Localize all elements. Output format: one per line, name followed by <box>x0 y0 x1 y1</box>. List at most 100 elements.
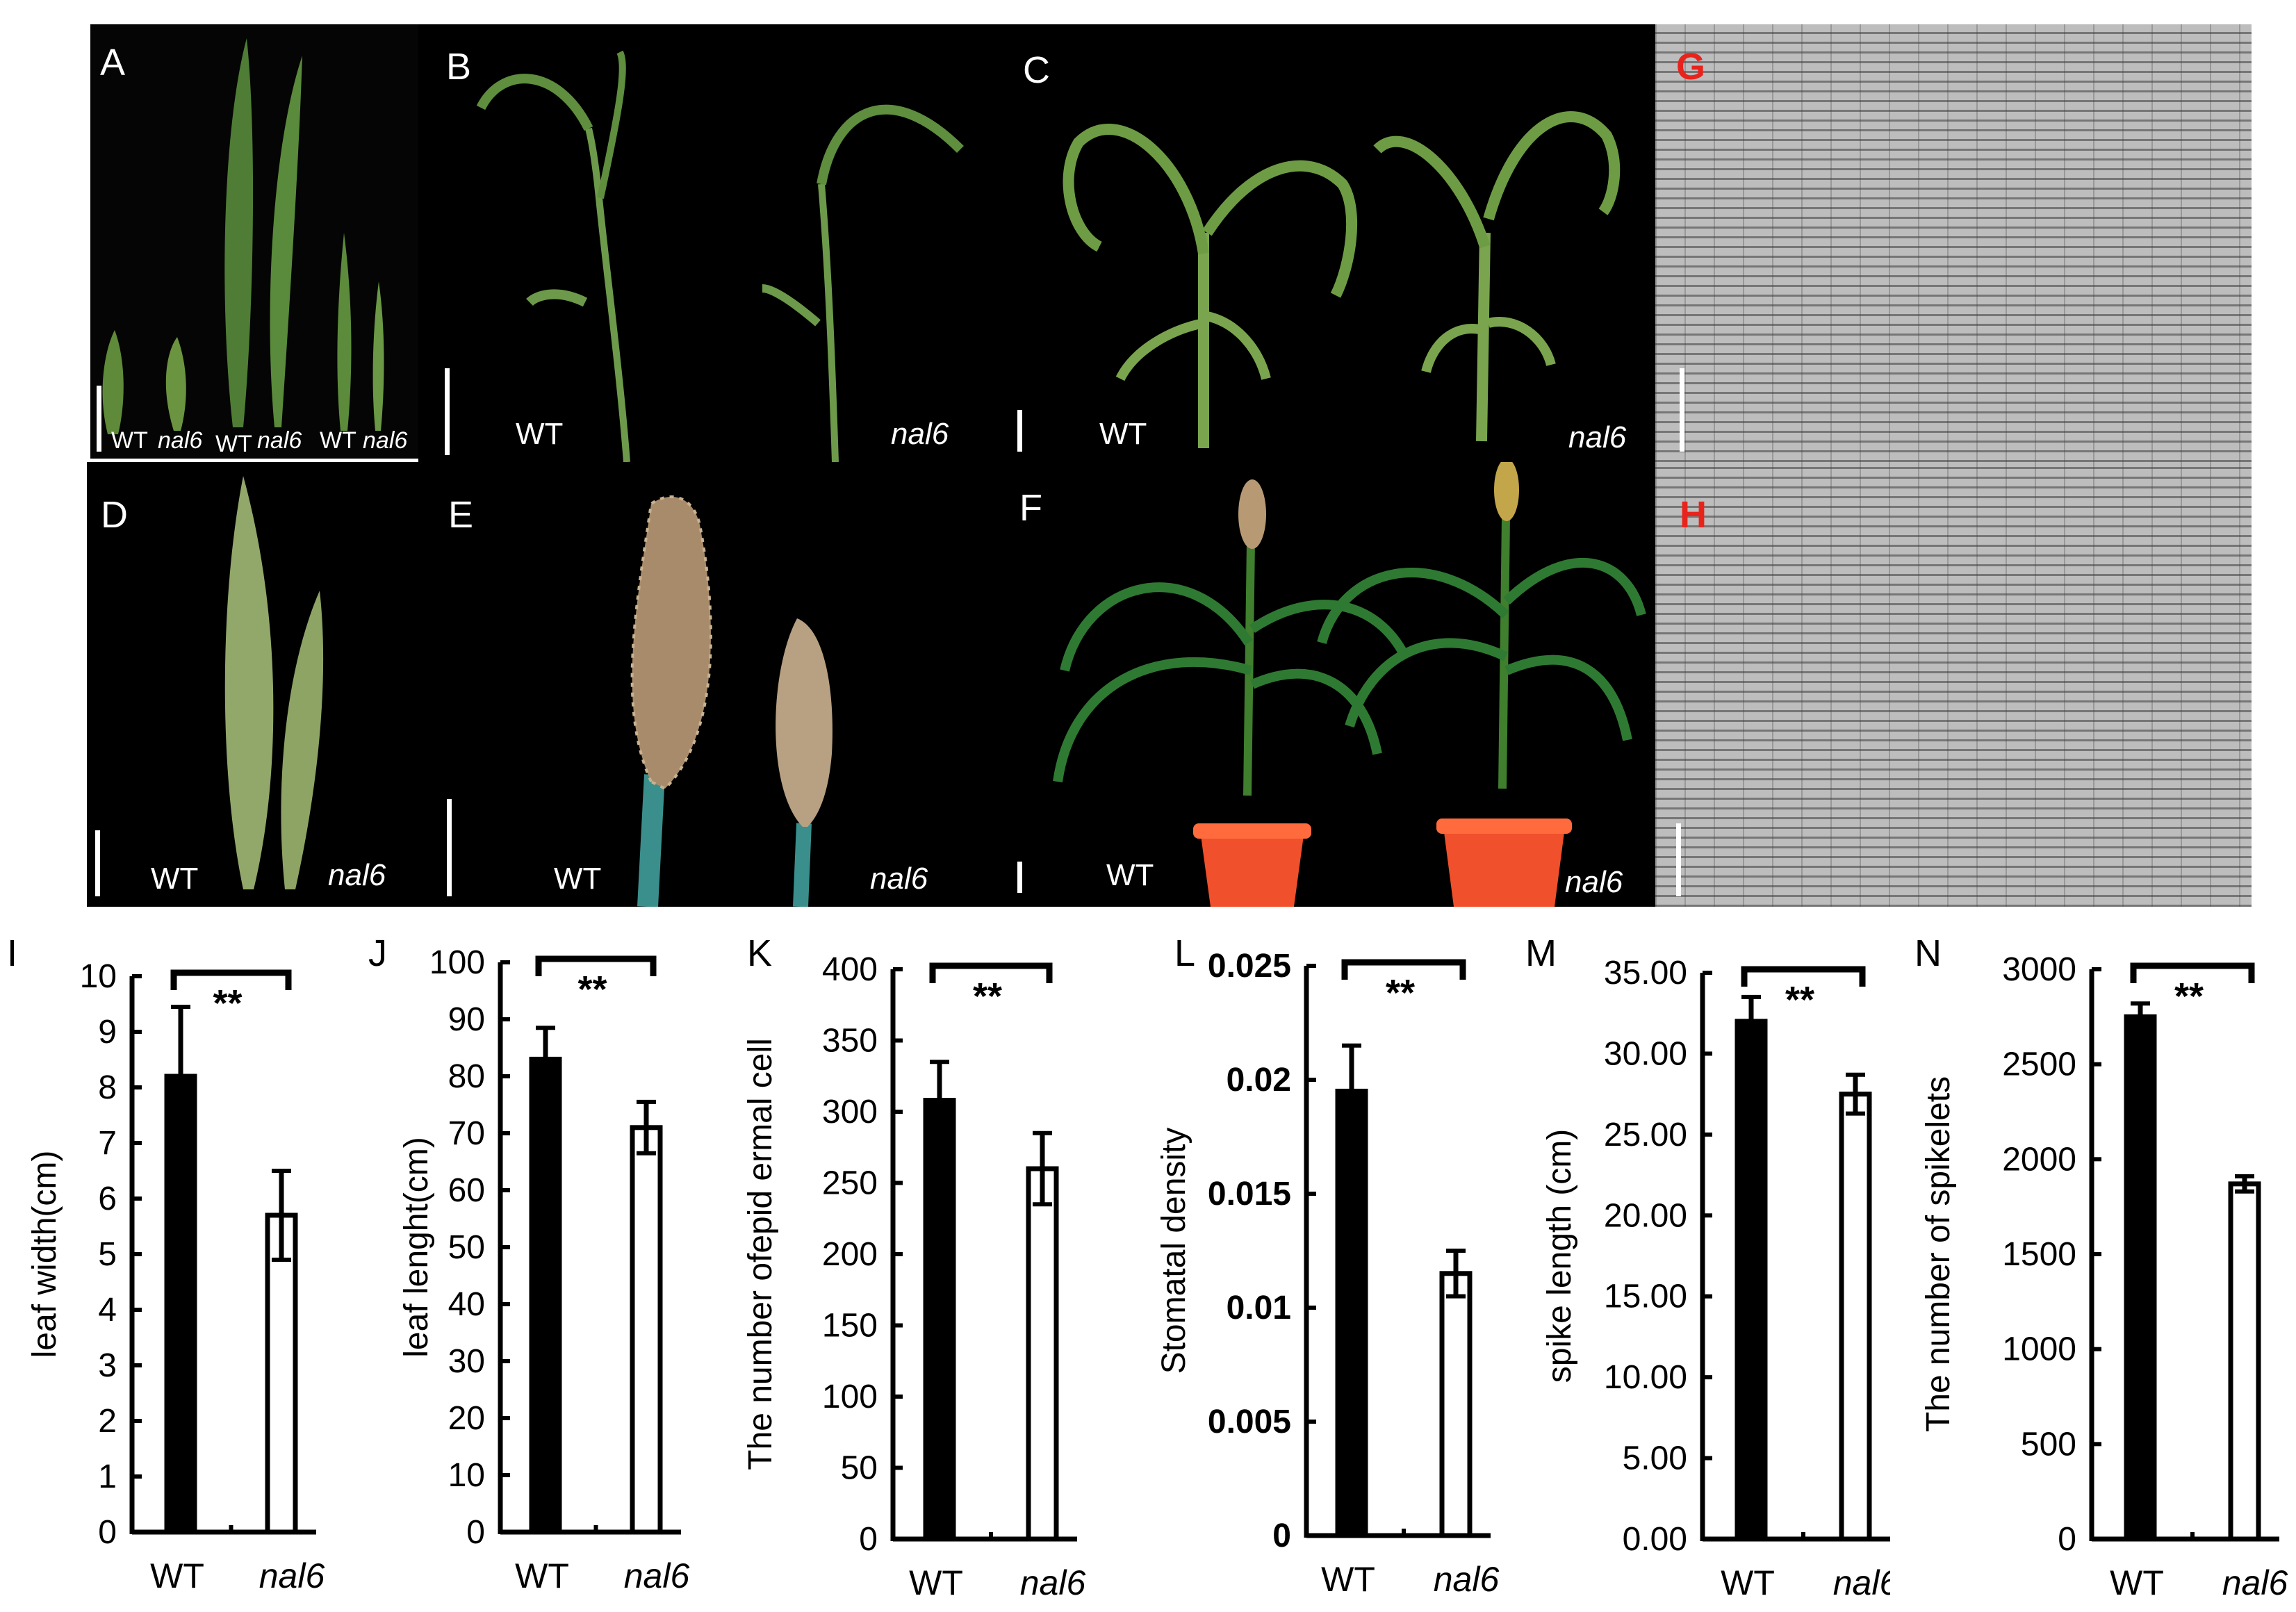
panel-d-caption-nal6: nal6 <box>328 858 386 892</box>
chart-l-ytick-label: 0.01 <box>1227 1290 1291 1326</box>
chart-n-ytick-label: 2500 <box>2002 1046 2076 1083</box>
chart-i-bar-nal6 <box>265 1212 298 1535</box>
panel-c-caption-nal6: nal6 <box>1568 420 1627 454</box>
chart-l-significance-label: ** <box>1386 972 1415 1014</box>
chart-m-significance-label: ** <box>1785 979 1814 1021</box>
chart-n-ytick-label: 3000 <box>2002 951 2076 988</box>
panel-e-panicles <box>630 495 833 907</box>
chart-l-bar-wt <box>1335 1088 1368 1538</box>
chart-j-category-label: nal6 <box>624 1556 690 1595</box>
chart-n-significance-bracket <box>2130 962 2255 983</box>
chart-i-category-label: nal6 <box>259 1556 325 1595</box>
chart-m-ytick-label: 15.00 <box>1604 1278 1687 1315</box>
chart-k: K 0 50 100 150 200 250 300 350 400 The number ofep… <box>742 932 1086 1602</box>
panel-e-label: E <box>448 494 474 536</box>
panel-d-leaves <box>224 476 324 889</box>
chart-k-ylabel: The number ofepid ermal cell <box>742 1038 779 1470</box>
chart-j-significance-bracket <box>535 955 657 976</box>
chart-n-ylabel: The number of spikelets <box>1920 1076 1957 1432</box>
chart-k-ytick-label: 250 <box>822 1165 878 1202</box>
chart-k-ytick-label: 400 <box>822 951 878 988</box>
chart-m-ytick-label: 20.00 <box>1604 1197 1687 1234</box>
chart-i-ytick-label: 8 <box>98 1069 117 1106</box>
chart-m-category-label: nal6 <box>1833 1563 1890 1602</box>
chart-i-bar-wt <box>164 1074 197 1535</box>
chart-k-significance-bracket <box>929 962 1053 983</box>
panel-b-caption-wt: WT <box>516 417 564 451</box>
chart-m-bar-wt <box>1735 1019 1768 1542</box>
chart-l-ytick-label: 0 <box>1272 1518 1291 1554</box>
chart-j-bar-wt <box>529 1056 562 1535</box>
panel-b-caption-nal6: nal6 <box>891 417 949 451</box>
chart-n-ytick-label: 500 <box>2021 1426 2076 1463</box>
panel-e-photo: E WT nal6 <box>422 462 1016 907</box>
panel-g-scalebar <box>1680 368 1684 452</box>
chart-j-ytick-label: 30 <box>448 1343 485 1380</box>
chart-k-bar-wt <box>923 1098 956 1542</box>
chart-i: I 0 1 2 3 4 5 6 7 8 9 10 leaf width(cm) WT nal6 ** <box>7 932 325 1595</box>
chart-n-category-label: nal6 <box>2222 1563 2288 1602</box>
panel-a-label: A <box>100 42 126 83</box>
panel-b-label: B <box>446 46 472 88</box>
panel-c-plants <box>1063 111 1621 448</box>
chart-n: N 0 500 1000 1500 2000 2500 3000 The number of s… <box>1914 932 2288 1602</box>
chart-i-ytick-label: 5 <box>98 1236 117 1273</box>
chart-n-ytick-label: 2000 <box>2002 1141 2076 1178</box>
panel-f-potted-plants <box>1053 462 1646 907</box>
chart-j-ylabel: leaf lenght(cm) <box>398 1137 435 1357</box>
chart-i-ytick-label: 0 <box>98 1514 117 1551</box>
panel-e-scalebar <box>447 799 452 896</box>
chart-m-bar-nal6 <box>1839 1092 1872 1542</box>
panel-c-label: C <box>1023 49 1050 91</box>
panel-f-caption-nal6: nal6 <box>1565 865 1623 899</box>
chart-i-ytick-label: 4 <box>98 1292 117 1329</box>
chart-l-category-label: WT <box>1321 1560 1375 1599</box>
chart-l-panel-label: L <box>1174 932 1195 974</box>
panel-b-seedlings <box>476 50 964 462</box>
chart-j-ytick-label: 70 <box>448 1115 485 1152</box>
chart-n-ytick-label: 0 <box>2058 1521 2076 1558</box>
chart-k-ytick-label: 200 <box>822 1236 878 1273</box>
panel-d-photo: D WT nal6 <box>87 462 422 907</box>
panel-a-photo: A WT nal6 WT nal6 WT nal6 <box>90 24 418 459</box>
chart-k-ytick-label: 100 <box>822 1379 878 1415</box>
panel-c-photo: C WT nal6 <box>1016 24 1655 462</box>
chart-i-ylabel: leaf width(cm) <box>26 1151 63 1358</box>
chart-i-ytick-label: 3 <box>98 1347 117 1384</box>
chart-n-significance-label: ** <box>2174 976 2204 1017</box>
chart-j-ytick-label: 10 <box>448 1457 485 1494</box>
chart-l-ytick-label: 0.02 <box>1227 1062 1291 1099</box>
chart-m-panel-label: M <box>1525 932 1557 974</box>
chart-l-bar-nal6 <box>1439 1271 1473 1538</box>
panel-a-scalebar <box>97 386 101 452</box>
chart-m-ytick-label: 30.00 <box>1604 1035 1687 1072</box>
panel-a-caption-1: WT <box>111 427 148 454</box>
panel-c-scalebar <box>1017 410 1022 452</box>
chart-m-ytick-label: 35.00 <box>1604 955 1687 992</box>
chart-l-significance-bracket <box>1341 959 1466 980</box>
chart-j-ytick-label: 0 <box>466 1514 485 1551</box>
chart-j-ytick-label: 50 <box>448 1229 485 1266</box>
chart-l-category-label: nal6 <box>1434 1560 1500 1599</box>
chart-k-ytick-label: 350 <box>822 1023 878 1060</box>
chart-j-ytick-label: 100 <box>429 944 485 981</box>
panel-c-caption-wt: WT <box>1099 417 1147 451</box>
chart-m-ytick-label: 0.00 <box>1623 1521 1687 1558</box>
chart-j-significance-label: ** <box>577 969 607 1010</box>
chart-l-ytick-label: 0.025 <box>1208 948 1291 985</box>
chart-i-ytick-label: 10 <box>80 958 117 995</box>
panel-a-caption-4: nal6 <box>257 427 302 454</box>
chart-i-ytick-label: 2 <box>98 1403 117 1440</box>
chart-i-ytick-label: 1 <box>98 1458 117 1495</box>
chart-k-category-label: nal6 <box>1020 1563 1086 1602</box>
chart-i-ytick-label: 7 <box>98 1125 117 1162</box>
panel-d-caption-wt: WT <box>151 862 199 896</box>
chart-j: J 0 10 20 30 40 50 60 70 80 90 100 leaf lenght(cm) WT… <box>368 932 690 1595</box>
chart-k-ytick-label: 300 <box>822 1094 878 1130</box>
chart-i-ytick-label: 6 <box>98 1181 117 1217</box>
chart-n-category-label: WT <box>2110 1563 2164 1602</box>
chart-j-bar-nal6 <box>630 1125 663 1535</box>
chart-i-ytick-label: 9 <box>98 1014 117 1051</box>
chart-k-panel-label: K <box>747 932 772 974</box>
chart-k-ytick-label: 50 <box>841 1450 878 1487</box>
